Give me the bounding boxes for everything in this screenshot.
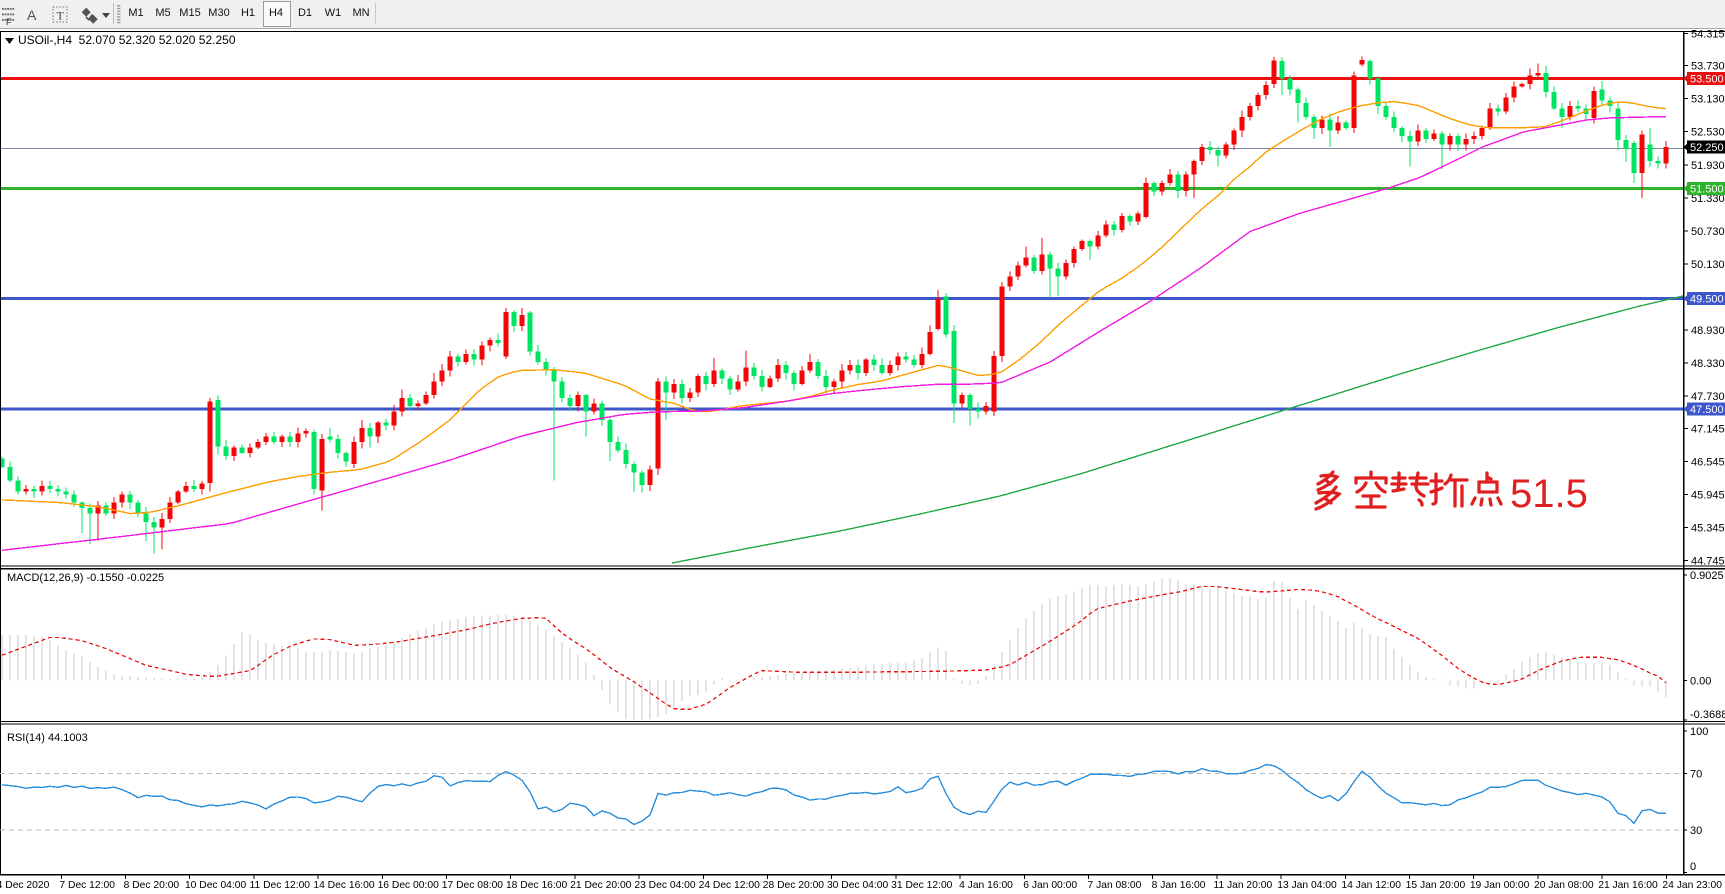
svg-text:T: T [57, 9, 65, 23]
svg-text:17 Dec 08:00: 17 Dec 08:00 [442, 880, 504, 891]
svg-text:47.145: 47.145 [1691, 424, 1725, 436]
svg-text:RSI(14) 44.1003: RSI(14) 44.1003 [7, 732, 88, 744]
svg-text:53.500: 53.500 [1690, 73, 1724, 85]
svg-text:45.945: 45.945 [1691, 490, 1725, 502]
svg-text:70: 70 [1690, 768, 1702, 780]
svg-text:15 Jan 20:00: 15 Jan 20:00 [1406, 880, 1466, 891]
svg-text:19 Jan 00:00: 19 Jan 00:00 [1470, 880, 1530, 891]
svg-text:51.930: 51.930 [1691, 160, 1725, 172]
svg-text:21 Jan 16:00: 21 Jan 16:00 [1598, 880, 1658, 891]
svg-text:47.730: 47.730 [1691, 391, 1725, 403]
svg-text:14 Dec 16:00: 14 Dec 16:00 [313, 880, 375, 891]
svg-text:24 Jan 23:00: 24 Jan 23:00 [1662, 880, 1722, 891]
svg-text:F: F [6, 17, 12, 27]
svg-text:50.730: 50.730 [1691, 226, 1725, 238]
svg-text:7 Jan 08:00: 7 Jan 08:00 [1087, 880, 1141, 891]
svg-text:18 Dec 16:00: 18 Dec 16:00 [506, 880, 568, 891]
svg-text:16 Dec 00:00: 16 Dec 00:00 [378, 880, 440, 891]
svg-text:48.330: 48.330 [1691, 358, 1725, 370]
svg-text:13 Jan 04:00: 13 Jan 04:00 [1277, 880, 1337, 891]
svg-text:100: 100 [1690, 726, 1708, 738]
svg-text:53.730: 53.730 [1691, 61, 1725, 73]
svg-text:MACD(12,26,9) -0.1550 -0.0225: MACD(12,26,9) -0.1550 -0.0225 [7, 572, 164, 584]
svg-text:54.315: 54.315 [1691, 28, 1725, 40]
svg-text:USOil-,H4 52.070 52.320 52.02: USOil-,H4 52.070 52.320 52.020 52.250 [18, 33, 236, 47]
svg-text:14 Jan 12:00: 14 Jan 12:00 [1341, 880, 1401, 891]
svg-text:6 Jan 00:00: 6 Jan 00:00 [1023, 880, 1077, 891]
svg-text:8 Jan 16:00: 8 Jan 16:00 [1152, 880, 1206, 891]
svg-text:31 Dec 12:00: 31 Dec 12:00 [891, 880, 953, 891]
svg-text:0: 0 [1690, 861, 1696, 873]
svg-text:46.545: 46.545 [1691, 457, 1725, 469]
svg-text:28 Dec 20:00: 28 Dec 20:00 [763, 880, 825, 891]
svg-text:7 Dec 12:00: 7 Dec 12:00 [59, 880, 115, 891]
svg-text:30 Dec 04:00: 30 Dec 04:00 [827, 880, 889, 891]
svg-text:50.130: 50.130 [1691, 259, 1725, 271]
svg-text:52.530: 52.530 [1691, 127, 1725, 139]
svg-text:0.9025: 0.9025 [1690, 570, 1724, 582]
svg-text:48.930: 48.930 [1691, 325, 1725, 337]
svg-text:51.5: 51.5 [1510, 472, 1588, 516]
svg-text:30: 30 [1690, 825, 1702, 837]
svg-text:4 Jan 16:00: 4 Jan 16:00 [959, 880, 1013, 891]
svg-text:49.500: 49.500 [1690, 294, 1724, 306]
svg-text:51.500: 51.500 [1690, 184, 1724, 196]
svg-text:21 Dec 20:00: 21 Dec 20:00 [570, 880, 632, 891]
svg-text:4 Dec 2020: 4 Dec 2020 [0, 880, 50, 891]
svg-text:20 Jan 08:00: 20 Jan 08:00 [1534, 880, 1594, 891]
svg-text:A: A [27, 7, 37, 23]
svg-text:8 Dec 20:00: 8 Dec 20:00 [124, 880, 180, 891]
svg-text:23 Dec 04:00: 23 Dec 04:00 [634, 880, 696, 891]
svg-text:-0.3688: -0.3688 [1690, 709, 1725, 721]
svg-text:24 Dec 12:00: 24 Dec 12:00 [699, 880, 761, 891]
svg-text:11 Dec 12:00: 11 Dec 12:00 [250, 880, 311, 891]
svg-text:53.130: 53.130 [1691, 94, 1725, 106]
svg-text:45.345: 45.345 [1691, 523, 1725, 535]
svg-text:11 Jan 20:00: 11 Jan 20:00 [1213, 880, 1272, 891]
svg-text:47.500: 47.500 [1690, 404, 1724, 416]
svg-text:44.745: 44.745 [1691, 556, 1725, 568]
svg-text:51.330: 51.330 [1691, 193, 1725, 205]
svg-text:10 Dec 04:00: 10 Dec 04:00 [185, 880, 247, 891]
svg-text:0.00: 0.00 [1690, 676, 1711, 688]
svg-text:52.250: 52.250 [1690, 142, 1724, 154]
